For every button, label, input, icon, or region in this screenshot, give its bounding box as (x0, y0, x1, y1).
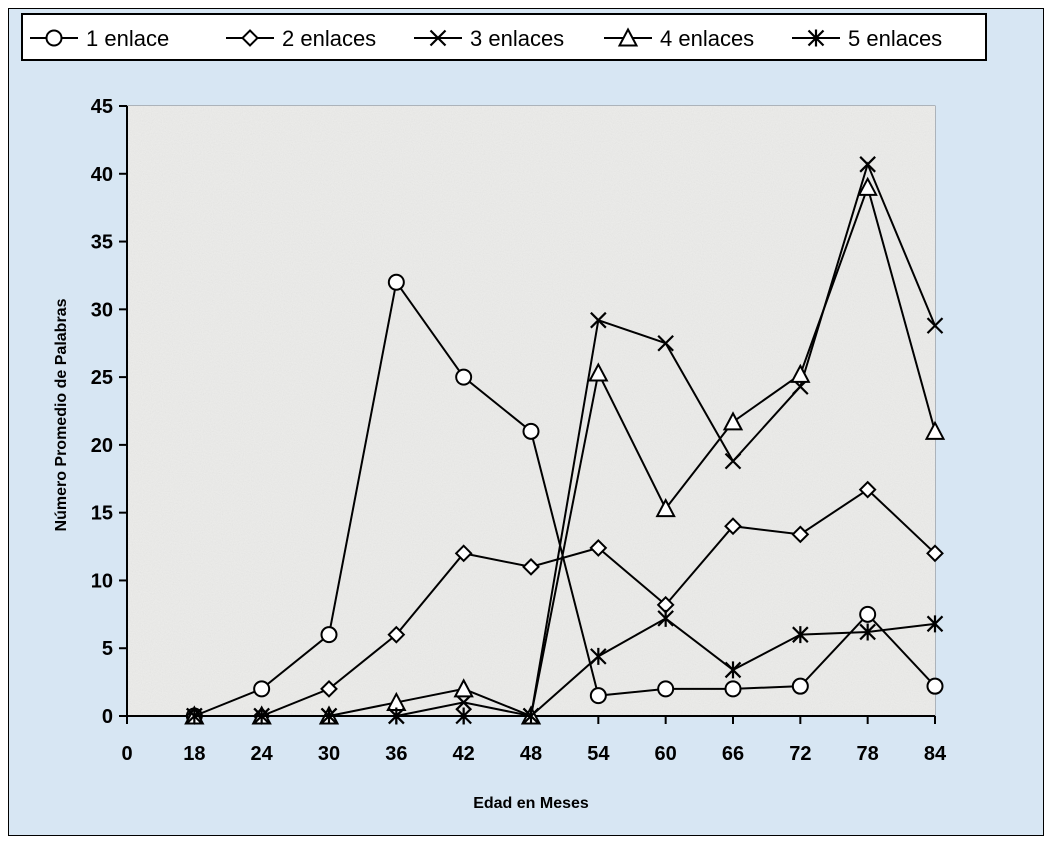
x-tick-label: 66 (722, 743, 744, 765)
data-point (186, 707, 203, 725)
data-point (791, 677, 809, 695)
data-point (253, 707, 270, 725)
series-line (193, 279, 936, 717)
legend-label: 5 enlaces (848, 26, 942, 51)
data-point (253, 680, 271, 698)
x-tick-label: 30 (318, 743, 340, 765)
data-point (657, 334, 674, 352)
y-tick-label: 10 (91, 570, 113, 592)
y-tick-label: 15 (91, 503, 113, 525)
axes: 0 5 10 15 20 25 30 35 40 45 0 18 24 30 36 42 48 54 60 66 72 7… (53, 96, 947, 812)
data-point (807, 29, 825, 47)
series-group (184, 156, 946, 725)
data-point (453, 678, 474, 698)
chart-figure: 0 5 10 15 20 25 30 35 40 45 0 18 24 30 36 42 48 54 60 66 72 7… (8, 8, 1044, 836)
data-point (924, 420, 946, 440)
data-point (859, 623, 876, 641)
data-point (320, 679, 338, 698)
data-point (722, 411, 744, 431)
series-line (194, 488, 936, 717)
data-point (320, 707, 338, 725)
legend-item: 1 enlace (30, 26, 169, 51)
data-point (590, 647, 607, 665)
legend: 1 enlace 2 enlaces 3 enlaces 4 enlaces 5 enl… (21, 13, 987, 61)
data-point (724, 517, 742, 536)
data-point (454, 544, 473, 563)
data-point (724, 452, 742, 470)
data-point (657, 680, 675, 698)
data-point (859, 156, 876, 173)
y-tick-label: 45 (91, 96, 113, 118)
y-tick-label: 40 (91, 164, 113, 186)
legend-label: 2 enlaces (282, 26, 376, 51)
y-tick-label: 5 (102, 638, 113, 660)
data-point (522, 557, 540, 576)
x-axis-title: Edad en Meses (473, 795, 589, 812)
legend-label: 4 enlaces (660, 26, 754, 51)
data-point (320, 626, 338, 644)
legend-label: 3 enlaces (470, 26, 564, 51)
data-point (657, 609, 674, 627)
data-point (790, 363, 811, 383)
legend-item: 2 enlaces (226, 26, 376, 51)
legend-item: 4 enlaces (604, 26, 754, 51)
x-tick-label: 48 (520, 743, 542, 765)
data-point (792, 626, 809, 644)
y-axis-title: Número Promedio de Palabras (53, 298, 70, 531)
y-tick-label: 25 (91, 367, 113, 389)
data-point (590, 311, 607, 329)
x-tick-label: 18 (183, 743, 205, 765)
y-tick-label: 20 (91, 435, 113, 457)
data-point (429, 29, 447, 47)
data-point (241, 29, 259, 47)
data-point (724, 680, 742, 698)
y-tick-label: 0 (102, 706, 113, 728)
legend-item: 3 enlaces (414, 26, 564, 51)
plot-area-texture (127, 106, 935, 716)
series-1 (185, 273, 944, 725)
x-tick-label: 84 (924, 743, 947, 765)
data-point (926, 544, 944, 563)
data-point (589, 687, 607, 705)
legend-label: 1 enlace (86, 26, 169, 51)
data-point (617, 27, 639, 47)
data-point (588, 362, 609, 382)
data-point (926, 317, 944, 334)
series-2 (185, 480, 944, 725)
data-point (45, 29, 63, 47)
data-point (926, 677, 944, 695)
data-point (859, 605, 877, 623)
data-point (455, 368, 473, 386)
chart-svg: 0 5 10 15 20 25 30 35 40 45 0 18 24 30 36 42 48 54 60 66 72 7… (8, 8, 1044, 836)
y-tick-label: 30 (91, 299, 113, 321)
y-tick-label: 35 (91, 232, 113, 254)
series-line (194, 617, 936, 717)
data-point (857, 176, 878, 196)
data-point (455, 707, 472, 725)
x-tick-label: 60 (655, 743, 677, 765)
data-point (589, 538, 608, 557)
data-point (858, 480, 877, 499)
x-tick-label: 78 (857, 743, 879, 765)
data-point (724, 661, 742, 679)
x-tick-label: 36 (385, 743, 407, 765)
x-tick-label: 24 (251, 743, 274, 765)
data-point (655, 497, 676, 518)
data-point (388, 707, 405, 725)
data-point (926, 615, 944, 633)
data-point (387, 625, 406, 644)
x-tick-label: 42 (453, 743, 475, 765)
legend-item: 5 enlaces (792, 26, 942, 51)
data-point (791, 525, 810, 544)
data-point (455, 694, 472, 711)
x-tick-label: 0 (121, 743, 132, 765)
data-point (522, 707, 540, 725)
data-point (387, 273, 405, 291)
x-tick-label: 72 (789, 743, 811, 765)
data-point (522, 422, 540, 440)
x-tick-label: 54 (587, 743, 610, 765)
series-5 (186, 609, 944, 725)
